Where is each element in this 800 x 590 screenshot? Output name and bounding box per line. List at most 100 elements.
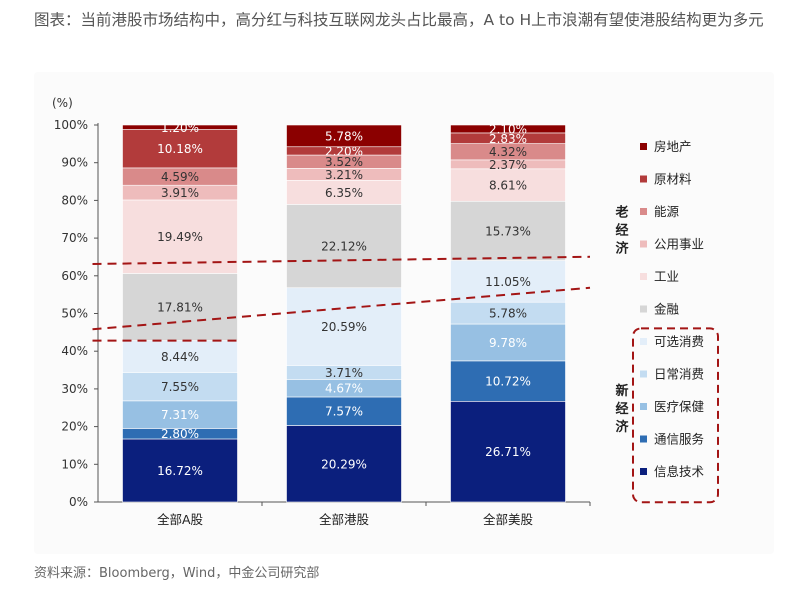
y-tick-label: 50% — [61, 307, 88, 321]
legend-swatch — [640, 143, 647, 150]
legend-label: 通信服务 — [654, 432, 704, 447]
bar-segment — [122, 129, 238, 169]
data-label: 7.55% — [161, 380, 199, 394]
data-label: 17.81% — [157, 300, 203, 314]
data-label: 4.67% — [325, 382, 363, 396]
bar-segment — [122, 372, 238, 402]
y-tick-label: 90% — [61, 156, 88, 170]
legend-swatch — [640, 370, 647, 378]
legend-label: 日常消费 — [654, 367, 704, 382]
legend-label: 金融 — [654, 302, 680, 317]
data-label: 2.37% — [489, 158, 527, 172]
legend-label: 房地产 — [654, 139, 692, 154]
data-label: 3.52% — [325, 155, 363, 169]
data-label: 2.83% — [489, 132, 527, 146]
data-label: 10.18% — [157, 142, 203, 156]
legend-label: 可选消费 — [654, 334, 704, 349]
data-label: 2.10% — [489, 122, 527, 136]
data-label: 9.78% — [489, 336, 527, 350]
data-label: 3.91% — [161, 186, 199, 200]
x-tick-label: 全部A股 — [157, 512, 204, 527]
y-tick-label: 80% — [61, 193, 88, 207]
bar-segment — [286, 124, 402, 148]
bar-segment — [286, 425, 402, 503]
x-tick-label: 全部港股 — [319, 512, 370, 527]
group-label-old: 老经济 — [614, 204, 629, 256]
bar-segment — [122, 273, 238, 341]
group-label-char: 老 — [614, 204, 628, 220]
legend-swatch — [640, 240, 647, 248]
legend-label: 公用事业 — [654, 237, 704, 252]
legend-label: 原材料 — [654, 172, 692, 187]
y-tick-label: 40% — [61, 344, 88, 358]
data-label: 6.35% — [325, 186, 363, 200]
y-tick-label: 20% — [61, 420, 88, 434]
data-label: 2.80% — [161, 427, 199, 441]
data-label: 5.78% — [325, 129, 363, 143]
data-label: 7.57% — [325, 405, 363, 419]
data-label: 8.61% — [489, 179, 527, 193]
data-label: 16.72% — [157, 464, 203, 478]
data-label: 26.71% — [485, 445, 531, 459]
bar-segment — [450, 124, 566, 134]
data-label: 7.31% — [161, 408, 199, 422]
group-label-char: 经 — [615, 401, 628, 417]
data-label: 1.20% — [161, 121, 199, 135]
bar-segment — [286, 287, 402, 366]
legend-swatch — [640, 435, 647, 443]
data-label: 3.71% — [325, 366, 363, 380]
group-label-char: 经 — [615, 222, 628, 238]
data-label: 4.32% — [489, 145, 527, 159]
chart-data-labels: 16.72% 2.80% 7.31% 7.55% 8.44% 17.81% 19.49% 3.… — [157, 121, 531, 478]
bar-segment — [122, 124, 238, 130]
y-tick-label: 0% — [69, 495, 88, 509]
data-label: 3.21% — [325, 168, 363, 182]
new-economy-legend-box — [632, 327, 719, 504]
y-tick-label: 10% — [61, 457, 88, 471]
chart-legend: 房地产原材料能源公用事业工业金融可选消费日常消费医疗保健通信服务信息技术老经济新… — [614, 139, 719, 504]
bar-segment — [450, 401, 566, 503]
legend-swatch — [640, 403, 647, 410]
new-economy-divider-us — [92, 255, 591, 265]
legend-swatch — [640, 468, 647, 475]
y-tick-label: 100% — [54, 118, 88, 132]
legend-swatch — [640, 208, 647, 215]
data-label: 20.59% — [321, 320, 367, 334]
chart-caption: 图表：当前港股市场结构中，高分红与科技互联网龙头占比最高，A to H上市浪潮有… — [34, 11, 764, 29]
chart-bars — [122, 124, 566, 503]
x-tick-label: 全部美股 — [483, 512, 534, 527]
data-label: 20.29% — [321, 457, 367, 471]
y-tick-label: 70% — [61, 231, 88, 245]
legend-label: 工业 — [654, 269, 679, 284]
group-label-new: 新经济 — [615, 383, 629, 435]
data-label: 5.78% — [489, 307, 527, 321]
bar-segment — [122, 438, 238, 503]
new-economy-divider-hk — [92, 286, 591, 331]
legend-swatch — [640, 305, 647, 313]
bar-segment — [450, 168, 566, 202]
group-label-char: 济 — [615, 419, 629, 435]
y-tick-label: 30% — [61, 382, 88, 396]
data-label: 15.73% — [485, 224, 531, 238]
legend-label: 信息技术 — [654, 464, 705, 479]
bar-segment — [450, 360, 566, 402]
chart-axes: (%) 0% 10% 20% 30% 40% 50% 60% 70% 80% 90% 100% 全部A股… — [52, 96, 591, 527]
legend-label: 医疗保健 — [654, 399, 705, 414]
data-label: 2.20% — [325, 144, 363, 158]
bar-segment — [122, 400, 238, 429]
data-label: 10.72% — [485, 375, 531, 389]
bar-segment — [450, 323, 566, 362]
chart-annotations — [92, 255, 591, 342]
legend-label: 能源 — [654, 204, 680, 219]
legend-swatch — [640, 175, 647, 183]
source-note: 资料来源：Bloomberg，Wind，中金公司研究部 — [34, 566, 320, 581]
legend-swatch — [640, 273, 647, 280]
group-label-char: 新 — [615, 383, 628, 399]
group-label-char: 济 — [615, 240, 629, 256]
data-label: 19.49% — [157, 230, 203, 244]
data-label: 22.12% — [321, 240, 367, 254]
data-label: 8.44% — [161, 350, 199, 364]
data-label: 4.59% — [161, 170, 199, 184]
bar-segment — [450, 200, 566, 261]
